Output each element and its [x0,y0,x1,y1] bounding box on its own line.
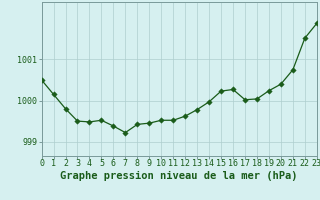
X-axis label: Graphe pression niveau de la mer (hPa): Graphe pression niveau de la mer (hPa) [60,171,298,181]
